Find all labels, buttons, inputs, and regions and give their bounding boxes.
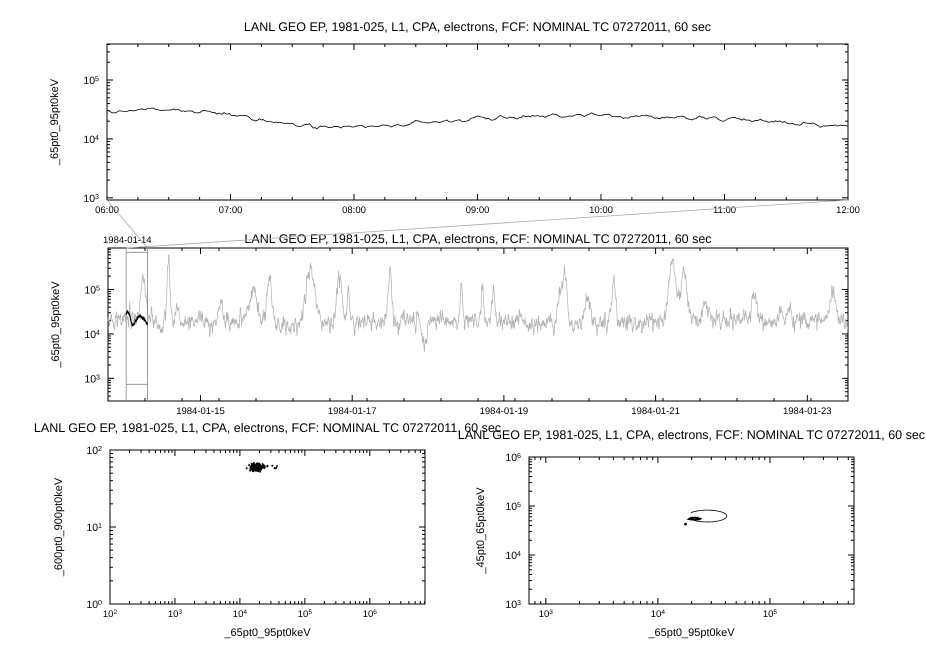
svg-text:10:00: 10:00 xyxy=(589,205,613,216)
svg-text:12:00: 12:00 xyxy=(836,205,860,216)
svg-text:1984-01-19: 1984-01-19 xyxy=(480,406,529,417)
svg-text:_600pt0_900pt0keV: _600pt0_900pt0keV xyxy=(53,477,65,577)
svg-text:LANL GEO EP, 1981-025, L1, CPA: LANL GEO EP, 1981-025, L1, CPA, electron… xyxy=(244,232,711,246)
svg-text:07:00: 07:00 xyxy=(219,205,243,216)
svg-text:LANL GEO EP, 1981-025, L1, CPA: LANL GEO EP, 1981-025, L1, CPA, electron… xyxy=(244,20,711,34)
svg-text:08:00: 08:00 xyxy=(342,205,366,216)
svg-text:_65pt0_95pt0keV: _65pt0_95pt0keV xyxy=(49,78,61,166)
svg-text:LANL GEO EP, 1981-025, L1, CPA: LANL GEO EP, 1981-025, L1, CPA, electron… xyxy=(458,428,925,442)
svg-text:09:00: 09:00 xyxy=(466,205,490,216)
svg-text:LANL GEO EP, 1981-025, L1, CPA: LANL GEO EP, 1981-025, L1, CPA, electron… xyxy=(34,421,501,435)
svg-text:_65pt0_95pt0keV: _65pt0_95pt0keV xyxy=(647,627,735,639)
svg-text:1984-01-23: 1984-01-23 xyxy=(783,406,832,417)
svg-text:1984-01-15: 1984-01-15 xyxy=(176,406,225,417)
svg-text:1984-01-21: 1984-01-21 xyxy=(631,406,680,417)
svg-text:_65pt0_95pt0keV: _65pt0_95pt0keV xyxy=(50,281,62,369)
svg-text:_45pt0_65pt0keV: _45pt0_65pt0keV xyxy=(475,487,487,575)
svg-text:11:00: 11:00 xyxy=(713,205,736,216)
svg-text:06:00: 06:00 xyxy=(95,205,119,216)
svg-text:1984-01-17: 1984-01-17 xyxy=(328,406,377,417)
svg-text:_65pt0_95pt0keV: _65pt0_95pt0keV xyxy=(223,627,311,639)
